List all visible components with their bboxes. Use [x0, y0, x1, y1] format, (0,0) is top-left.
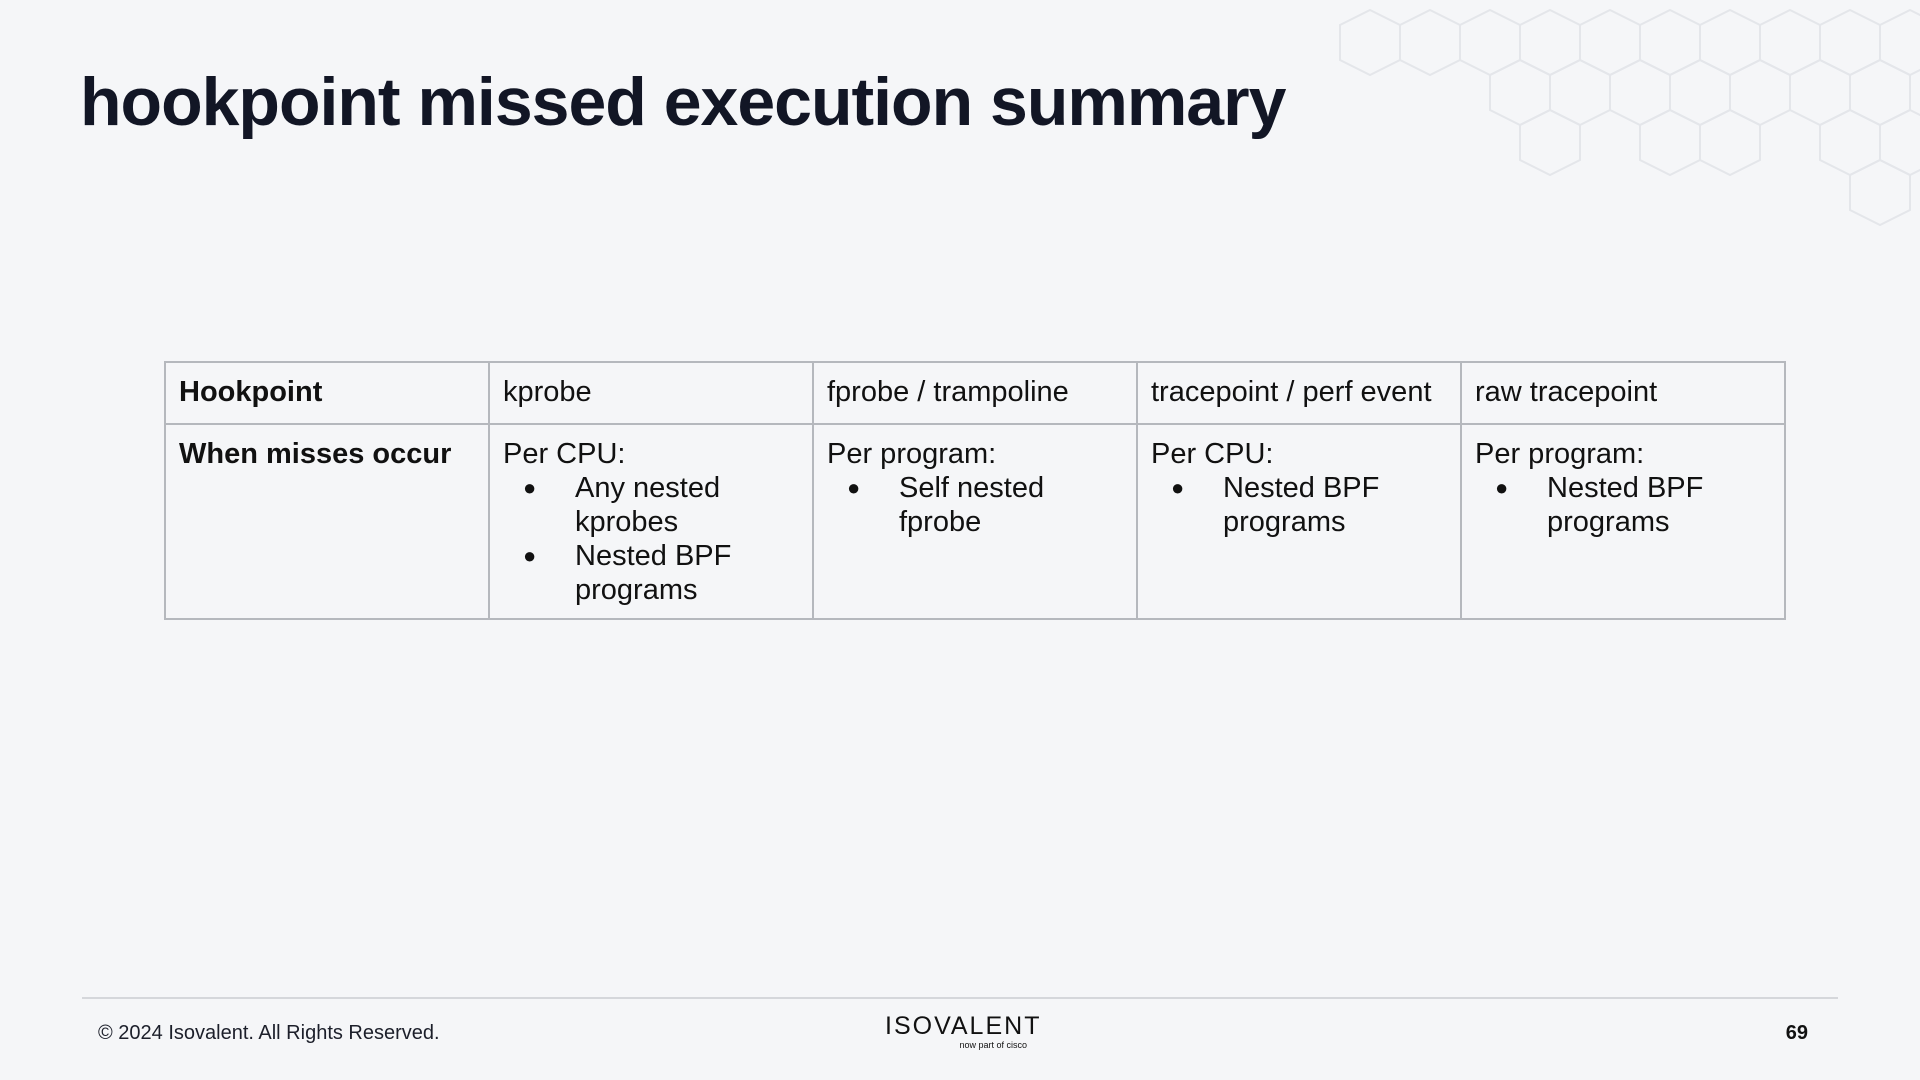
hookpoint-summary-table-container: Hookpoint kprobe fprobe / trampoline tra…: [164, 361, 1786, 620]
table-cell-fprobe: Per program: ● Self nested fprobe: [812, 423, 1138, 620]
bullet-icon: ●: [523, 543, 537, 568]
page-number: 69: [1785, 1022, 1808, 1044]
list-item-text: Any nested kprobes: [575, 472, 721, 538]
table-cell-kprobe: Per CPU: ● Any nested kprobes ● Nested BPF…: [488, 423, 814, 620]
list-item: ● Nested BPF programs: [1475, 471, 1772, 539]
cell-title: Per CPU:: [503, 438, 626, 470]
bullet-list: ● Self nested fprobe: [827, 471, 1124, 539]
table-body-row: When misses occur Per CPU: ● Any nested k…: [164, 423, 1786, 620]
bullet-icon: ●: [1171, 475, 1185, 500]
list-item-text: Nested BPF programs: [575, 540, 732, 606]
table-header-row: Hookpoint kprobe fprobe / trampoline tra…: [164, 361, 1786, 425]
list-item-text: Nested BPF programs: [1223, 472, 1380, 538]
isovalent-logo: ISOVALENT now part of cisco: [885, 1012, 1042, 1051]
cell-title: Per program:: [827, 438, 997, 470]
logo-subtext: now part of cisco: [959, 1040, 1027, 1050]
bullet-icon: ●: [1495, 475, 1509, 500]
list-item: ● Self nested fprobe: [827, 471, 1124, 539]
cell-title: Per program:: [1475, 438, 1645, 470]
logo-wordmark: ISOVALENT: [885, 1012, 1042, 1040]
list-item-text: Self nested fprobe: [899, 472, 1045, 538]
list-item: ● Any nested kprobes: [503, 471, 800, 539]
table-cell-raw-tracepoint: Per program: ● Nested BPF programs: [1460, 423, 1786, 620]
copyright-text: © 2024 Isovalent. All Rights Reserved.: [98, 1022, 440, 1044]
hookpoint-summary-table: Hookpoint kprobe fprobe / trampoline tra…: [164, 361, 1786, 620]
bullet-icon: ●: [847, 475, 861, 500]
cell-title: Per CPU:: [1151, 438, 1274, 470]
table-cell-tracepoint: Per CPU: ● Nested BPF programs: [1136, 423, 1462, 620]
hexagon-pattern-decoration: [1339, 8, 1920, 227]
bullet-list: ● Any nested kprobes ● Nested BPF programs: [503, 471, 800, 607]
header-cell-raw-tracepoint: raw tracepoint: [1460, 361, 1786, 425]
header-cell-kprobe: kprobe: [488, 361, 814, 425]
footer-divider: [82, 997, 1838, 999]
list-item: ● Nested BPF programs: [503, 539, 800, 607]
body-row-label: When misses occur: [164, 423, 490, 620]
list-item: ● Nested BPF programs: [1151, 471, 1448, 539]
header-row-label: Hookpoint: [164, 361, 490, 425]
bullet-list: ● Nested BPF programs: [1151, 471, 1448, 539]
bullet-list: ● Nested BPF programs: [1475, 471, 1772, 539]
header-cell-fprobe: fprobe / trampoline: [812, 361, 1138, 425]
slide-title: hookpoint missed execution summary: [80, 64, 1286, 140]
bullet-icon: ●: [523, 475, 537, 500]
header-cell-tracepoint: tracepoint / perf event: [1136, 361, 1462, 425]
list-item-text: Nested BPF programs: [1547, 472, 1704, 538]
